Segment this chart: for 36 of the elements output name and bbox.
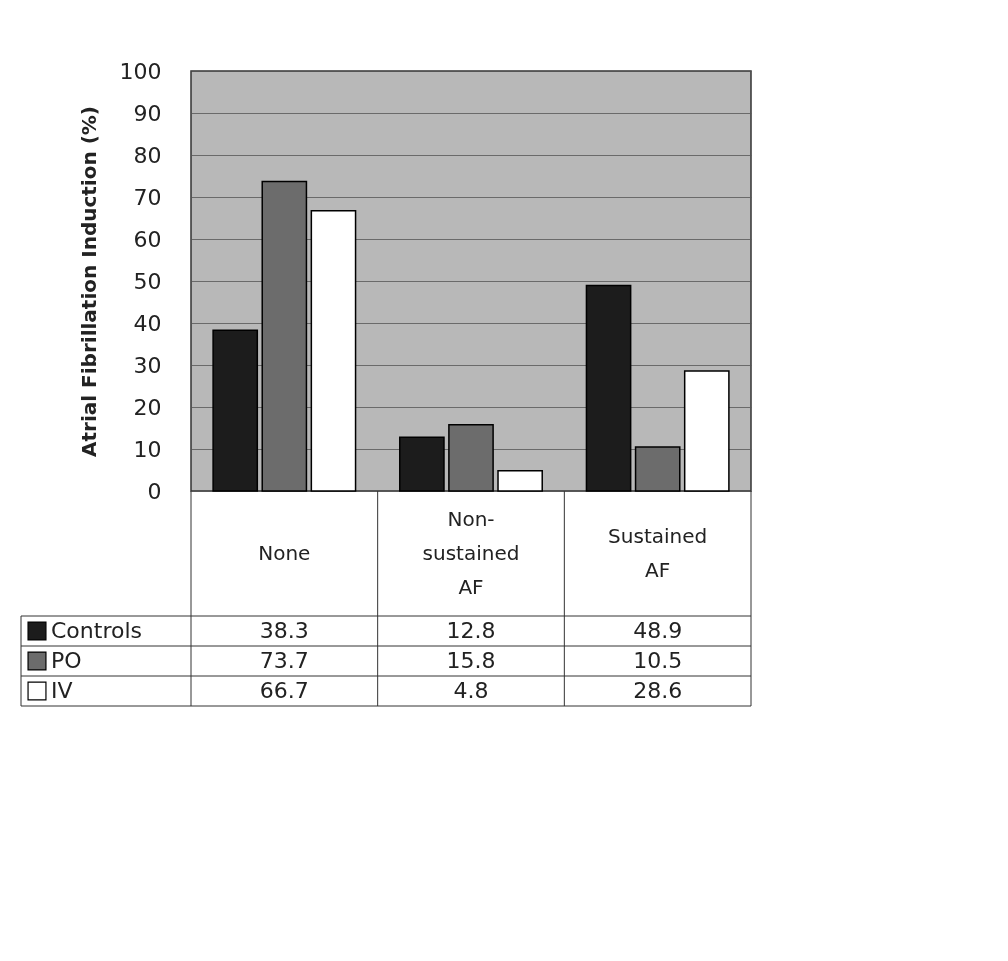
y-tick-label: 50 [133, 268, 162, 294]
bar [634, 446, 681, 492]
y-tick-label: 40 [133, 310, 162, 336]
data-label: 28.6 [633, 678, 683, 703]
legend-label: Controls [51, 618, 142, 643]
bar [261, 180, 308, 492]
y-tick-label: 80 [133, 142, 162, 168]
data-label: 12.8 [446, 618, 496, 643]
y-tick-label: 30 [133, 352, 162, 378]
y-tick-label: 10 [133, 436, 162, 462]
bar [310, 210, 357, 492]
data-label: 38.3 [259, 618, 309, 643]
bar [585, 284, 632, 492]
data-label: 15.8 [446, 648, 496, 673]
y-tick-label: 20 [133, 394, 162, 420]
y-tick-label: 70 [133, 184, 162, 210]
data-label: 4.8 [453, 678, 489, 703]
bar [448, 423, 494, 492]
bar [497, 470, 543, 492]
legend-label: PO [51, 648, 82, 673]
data-label: 10.5 [633, 648, 683, 673]
y-tick-label: 0 [147, 478, 162, 504]
y-tick-label: 100 [119, 58, 162, 84]
x-tick-label: None [258, 540, 311, 565]
legend-label: IV [51, 678, 73, 703]
x-tick-label: Non-sustained AF [422, 506, 520, 599]
x-tick-label: Sustained AF [608, 523, 708, 582]
y-axis-title: Atrial Fibrillation Induction (%) [76, 106, 101, 457]
y-tick-label: 90 [133, 100, 162, 126]
bar [212, 329, 259, 492]
data-label: 73.7 [259, 648, 309, 673]
bar [683, 370, 730, 492]
bar [399, 436, 445, 492]
data-label: 66.7 [259, 678, 309, 703]
y-tick-label: 60 [133, 226, 162, 252]
data-label: 48.9 [633, 618, 683, 643]
